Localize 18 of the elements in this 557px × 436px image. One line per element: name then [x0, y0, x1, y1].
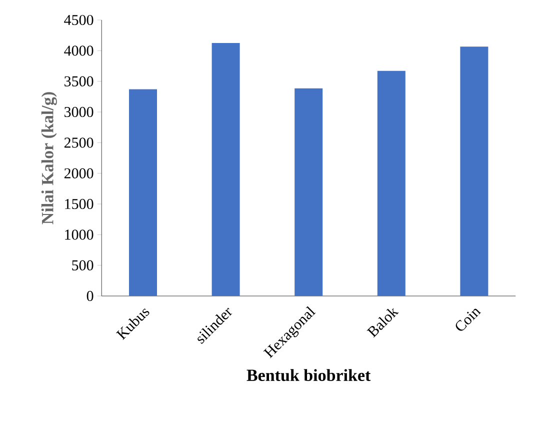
y-tick-label: 2500	[64, 138, 94, 148]
y-axis-title: Nilai Kalor (kal/g)	[41, 92, 57, 224]
y-tick-label: 2000	[64, 168, 94, 178]
y-tick-label: 3000	[64, 106, 94, 118]
y-tick-label: 4500	[64, 14, 94, 26]
y-tick-label: 500	[72, 260, 94, 270]
y-tick-label: 3500	[64, 76, 94, 86]
x-tick-label: Coin	[456, 308, 482, 331]
bar	[377, 70, 406, 296]
y-tick-label: 1500	[65, 198, 94, 210]
bar	[294, 88, 323, 296]
y-tick-label: 0	[86, 290, 94, 302]
bar	[460, 46, 488, 296]
y-tick-label: 4000	[64, 46, 94, 56]
x-axis-title: Bentuk biobriket	[246, 369, 371, 382]
bar	[212, 42, 240, 296]
bar	[129, 89, 158, 296]
y-tick-label: 1000	[65, 230, 94, 240]
